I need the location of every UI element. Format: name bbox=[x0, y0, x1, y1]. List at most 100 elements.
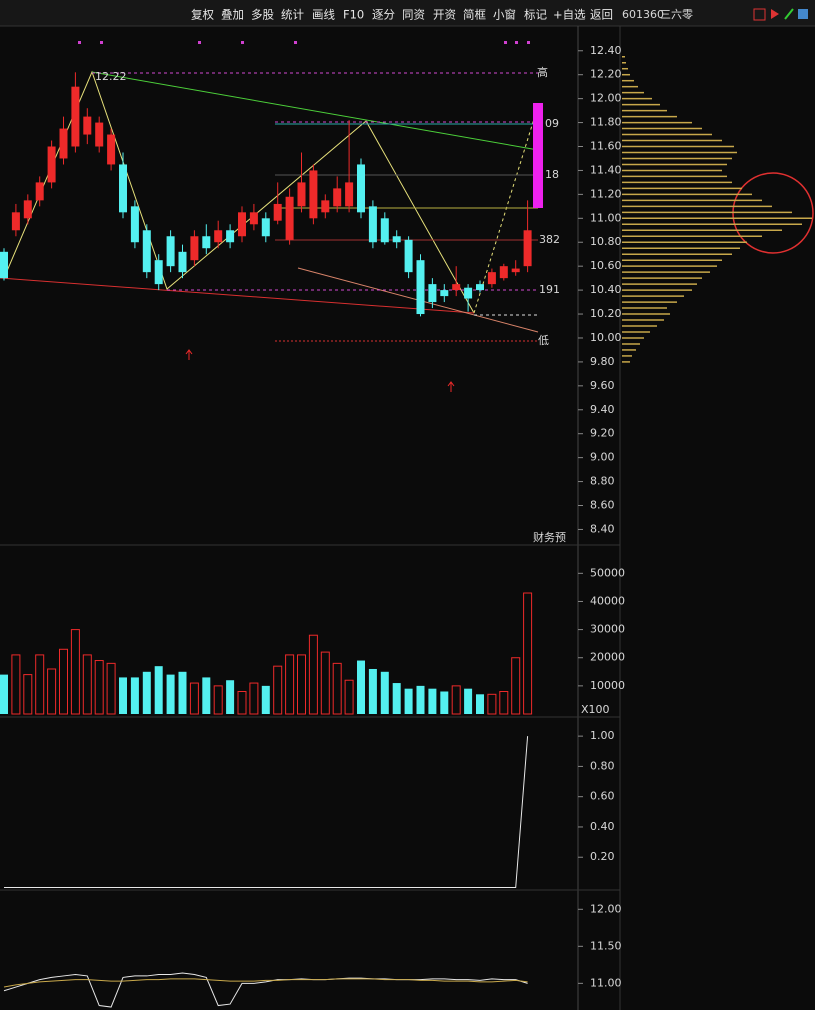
volume-bar bbox=[368, 668, 377, 714]
icon[interactable] bbox=[798, 9, 808, 19]
volume-bar bbox=[261, 685, 270, 714]
marker bbox=[515, 41, 518, 44]
volume-bar bbox=[130, 677, 139, 714]
toolbar-button[interactable]: 开资 bbox=[433, 8, 456, 22]
candle-body bbox=[297, 182, 306, 207]
y-tick-label: 0.60 bbox=[590, 790, 615, 803]
toolbar-button[interactable]: 复权 bbox=[191, 8, 214, 22]
volume-bar bbox=[166, 674, 175, 714]
volume-bar bbox=[23, 674, 33, 715]
y-tick-label: 50000 bbox=[590, 566, 625, 579]
y-tick-label: 8.60 bbox=[590, 499, 615, 512]
annotation: 09 bbox=[545, 117, 559, 130]
y-tick-label: 30000 bbox=[590, 623, 625, 636]
volume-bar bbox=[142, 671, 151, 714]
y-tick-label: 10.20 bbox=[590, 307, 622, 320]
candle-body bbox=[428, 284, 437, 303]
candle-body bbox=[321, 200, 330, 213]
annotation: 高 bbox=[537, 65, 548, 79]
candle-body bbox=[464, 287, 473, 299]
toolbar-button[interactable]: 小窗 bbox=[493, 8, 516, 22]
volume-bar bbox=[273, 665, 283, 715]
toolbar-button[interactable]: +自选 bbox=[553, 8, 586, 22]
volume-bar bbox=[476, 694, 484, 714]
y-tick-label: 10.00 bbox=[590, 331, 622, 344]
y-tick-label: 11.20 bbox=[590, 187, 622, 200]
candle-body bbox=[178, 251, 187, 273]
volume-bar bbox=[487, 693, 497, 715]
candle-body bbox=[47, 146, 56, 183]
candle-body bbox=[202, 236, 211, 249]
indicator-line bbox=[3, 978, 528, 988]
toolbar-button[interactable]: 同资 bbox=[402, 8, 425, 22]
volume-bar bbox=[357, 660, 365, 714]
volume-bar bbox=[308, 634, 318, 715]
y-tick-label: 0.80 bbox=[590, 759, 615, 772]
candle-body bbox=[130, 206, 139, 243]
toolbar-button[interactable]: 多股 bbox=[251, 8, 274, 22]
candle-body bbox=[226, 230, 235, 243]
icon[interactable] bbox=[784, 8, 794, 20]
indicator-line bbox=[4, 736, 529, 888]
volume-bar bbox=[428, 688, 437, 714]
candle-body bbox=[416, 260, 425, 315]
volume-bar bbox=[154, 666, 163, 714]
toolbar-button[interactable]: 叠加 bbox=[221, 8, 244, 22]
candle-body bbox=[440, 290, 449, 297]
marker bbox=[198, 41, 201, 44]
unit-label: X100 bbox=[581, 703, 610, 716]
candle-body bbox=[368, 206, 377, 243]
y-tick-label: 0.20 bbox=[590, 850, 615, 863]
marker bbox=[294, 41, 297, 44]
volume-bar bbox=[249, 682, 259, 715]
candle-body bbox=[107, 134, 116, 165]
icon[interactable] bbox=[753, 8, 766, 21]
toolbar-button[interactable]: 返回 bbox=[590, 8, 613, 22]
toolbar-button[interactable]: 逐分 bbox=[372, 8, 395, 22]
candle-body bbox=[511, 268, 520, 273]
volume-bar bbox=[59, 648, 68, 715]
y-tick-label: 10000 bbox=[590, 679, 625, 692]
volume-bar bbox=[237, 690, 247, 715]
marker bbox=[78, 41, 81, 44]
candle-body bbox=[35, 182, 44, 201]
marker bbox=[241, 41, 244, 44]
candle-body bbox=[190, 236, 199, 261]
volume-bar bbox=[511, 657, 521, 715]
volume-bar bbox=[499, 690, 509, 715]
toolbar-button[interactable]: 画线 bbox=[312, 8, 335, 22]
volume-bar bbox=[297, 654, 306, 715]
volume-bar bbox=[202, 677, 211, 714]
candle-body bbox=[71, 86, 80, 147]
stock-name: 三六零 bbox=[660, 8, 693, 21]
candle-body bbox=[154, 260, 163, 285]
y-tick-label: 20000 bbox=[590, 651, 625, 664]
volume-bar bbox=[392, 683, 401, 714]
arrow bbox=[447, 381, 455, 392]
y-tick-label: 11.60 bbox=[590, 140, 622, 153]
candle-body bbox=[119, 164, 127, 213]
annotation: 12.22 bbox=[95, 70, 127, 83]
candle-body bbox=[487, 272, 496, 285]
toolbar-button[interactable]: F10 bbox=[343, 8, 364, 22]
stock-code: 601360 bbox=[622, 8, 664, 21]
candle-body bbox=[0, 251, 8, 279]
y-tick-label: 12.00 bbox=[590, 92, 622, 105]
toolbar-button[interactable]: 标记 bbox=[524, 8, 547, 22]
candle-body bbox=[345, 182, 354, 207]
marker bbox=[100, 41, 103, 44]
volume-bar bbox=[94, 660, 104, 715]
annotation: 低 bbox=[538, 334, 549, 347]
candle-body bbox=[142, 230, 151, 273]
icon[interactable] bbox=[771, 9, 779, 19]
volume-bar bbox=[440, 691, 449, 714]
toolbar-button[interactable]: 简框 bbox=[463, 8, 486, 22]
volume-bar bbox=[70, 629, 80, 715]
volume-bar bbox=[523, 592, 533, 715]
volume-bar bbox=[320, 651, 330, 715]
volume-bar bbox=[82, 654, 92, 715]
toolbar-button[interactable]: 统计 bbox=[281, 8, 304, 22]
candle-body bbox=[23, 200, 32, 219]
marker bbox=[504, 41, 507, 44]
